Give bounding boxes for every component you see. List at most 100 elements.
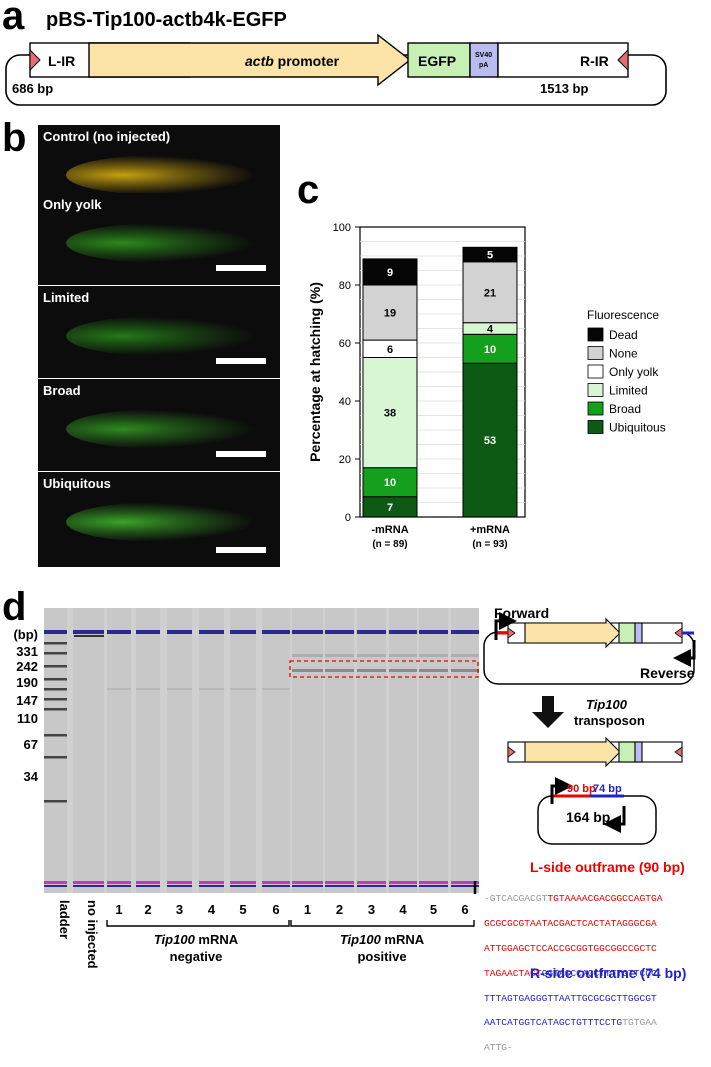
ladder-band (44, 756, 67, 759)
ladder-size-label: 147 (16, 693, 38, 708)
gel-band (262, 688, 290, 690)
plasmid-title: pBS-Tip100-actb4k-EGFP (46, 9, 287, 31)
lane-number: 3 (368, 902, 375, 917)
lir-label: L-IR (48, 53, 75, 69)
promoter-label: actb promoter (245, 53, 340, 69)
bar-value-label: 4 (487, 324, 494, 336)
lir-triangle (29, 48, 41, 72)
left-bp-label: 686 bp (12, 81, 53, 96)
bar-value-label: 7 (387, 502, 393, 514)
upper-marker-band (357, 630, 386, 634)
fish-label: Limited (43, 290, 90, 305)
lane-number: 4 (208, 902, 216, 917)
x-tick-label: -mRNA (371, 524, 408, 536)
gel-lane (44, 608, 67, 893)
gel-lane (230, 608, 256, 893)
ladder-size-label: 34 (24, 769, 39, 784)
bar-value-label: 10 (384, 477, 396, 489)
gel-lane (167, 608, 192, 893)
lower-marker-band (451, 881, 479, 884)
egfp-label: EGFP (418, 53, 456, 69)
scale-bar (216, 358, 266, 364)
bar-segment (462, 362, 518, 518)
gel-band (389, 669, 417, 672)
upper-marker-band (136, 630, 160, 634)
lane-number: 5 (239, 902, 246, 917)
bp164-label: 164 bp (566, 809, 610, 825)
x-tick-sublabel: (n = 89) (372, 539, 407, 550)
lower-marker-band (357, 881, 386, 884)
larva-body (66, 155, 256, 195)
upper-marker-band (73, 630, 104, 634)
fish-image-3: Limited (38, 286, 280, 378)
lower-marker-band (230, 881, 256, 884)
transposon-label-italic: Tip100 (586, 697, 628, 712)
legend-title: Fluorescence (587, 308, 659, 322)
larva-body (66, 223, 256, 263)
lane-number: 1 (304, 902, 311, 917)
gel-band (74, 635, 104, 637)
rir-triangle (617, 48, 629, 72)
legend-swatch (587, 364, 604, 379)
gel-lane (357, 608, 386, 893)
lower-marker-band (107, 881, 131, 884)
gel-lane (451, 608, 479, 893)
scale-bar (216, 547, 266, 553)
fish-image-5: Ubiquitous (38, 472, 280, 567)
lower-marker-band (167, 885, 192, 887)
ladder-size-label: 67 (24, 737, 38, 752)
gel-band (199, 688, 224, 690)
lane-number: 4 (399, 902, 407, 917)
lower-marker-band (262, 885, 290, 887)
forward-primer-arrow (494, 612, 517, 640)
lane-label-no-injected: no injected (85, 900, 100, 969)
gel-band (292, 669, 323, 672)
lane-number: 3 (176, 902, 183, 917)
ladder-band (44, 734, 67, 737)
lower-marker-band (73, 881, 104, 884)
r-side-title: R-side outframe (74 bp) (530, 965, 687, 981)
fish-label: Control (no injected) (43, 129, 171, 144)
pcr-schematic: Forward Reverse Tip100 transposon 90 bp … (483, 605, 696, 845)
rir-label: R-IR (580, 53, 609, 69)
fish-label: Ubiquitous (43, 476, 111, 491)
gel-band (107, 688, 131, 690)
gel-band (389, 654, 417, 657)
bar-value-label: 6 (387, 344, 393, 356)
lower-marker-band (262, 881, 290, 884)
reverse-label: Reverse (640, 665, 695, 681)
ladder-band (44, 800, 67, 803)
upper-marker-band (292, 630, 323, 634)
fish-image-4: Broad (38, 379, 280, 471)
lower-marker-band (136, 885, 160, 887)
bar-value-label: 19 (384, 308, 396, 320)
hatching-chart: 0 20 40 60 80 100 Percentage at hatching (%) 7 1… (307, 222, 666, 550)
lane-number: 2 (144, 902, 151, 917)
legend-item: Ubiquitous (609, 421, 666, 435)
gel-band (167, 688, 192, 690)
bar-value-label: 10 (484, 344, 496, 356)
gel-band (451, 654, 479, 657)
lower-marker-band (199, 885, 224, 887)
y-axis-label: Percentage at hatching (%) (307, 282, 323, 462)
fish-label: Broad (43, 383, 81, 398)
excision-arrow (532, 696, 564, 728)
legend-swatch (587, 346, 604, 360)
bp-header: (bp) (13, 627, 38, 642)
bar-value-label: 5 (487, 250, 493, 262)
gel-band (419, 654, 448, 657)
larva-body (66, 316, 256, 356)
lower-marker-band (167, 881, 192, 884)
gel-band (292, 654, 323, 657)
panel-b-label: b (2, 116, 27, 160)
ladder-band (44, 688, 67, 691)
y-tick-label: 40 (339, 396, 351, 408)
scale-bar (216, 451, 266, 457)
group-label: Tip100 mRNA (154, 932, 239, 947)
gel-band (230, 688, 256, 690)
lower-marker-band (325, 885, 354, 887)
upper-marker-band (199, 630, 224, 634)
bar-segment (362, 284, 418, 341)
y-tick-label: 60 (339, 338, 351, 350)
gel-band (357, 654, 386, 657)
